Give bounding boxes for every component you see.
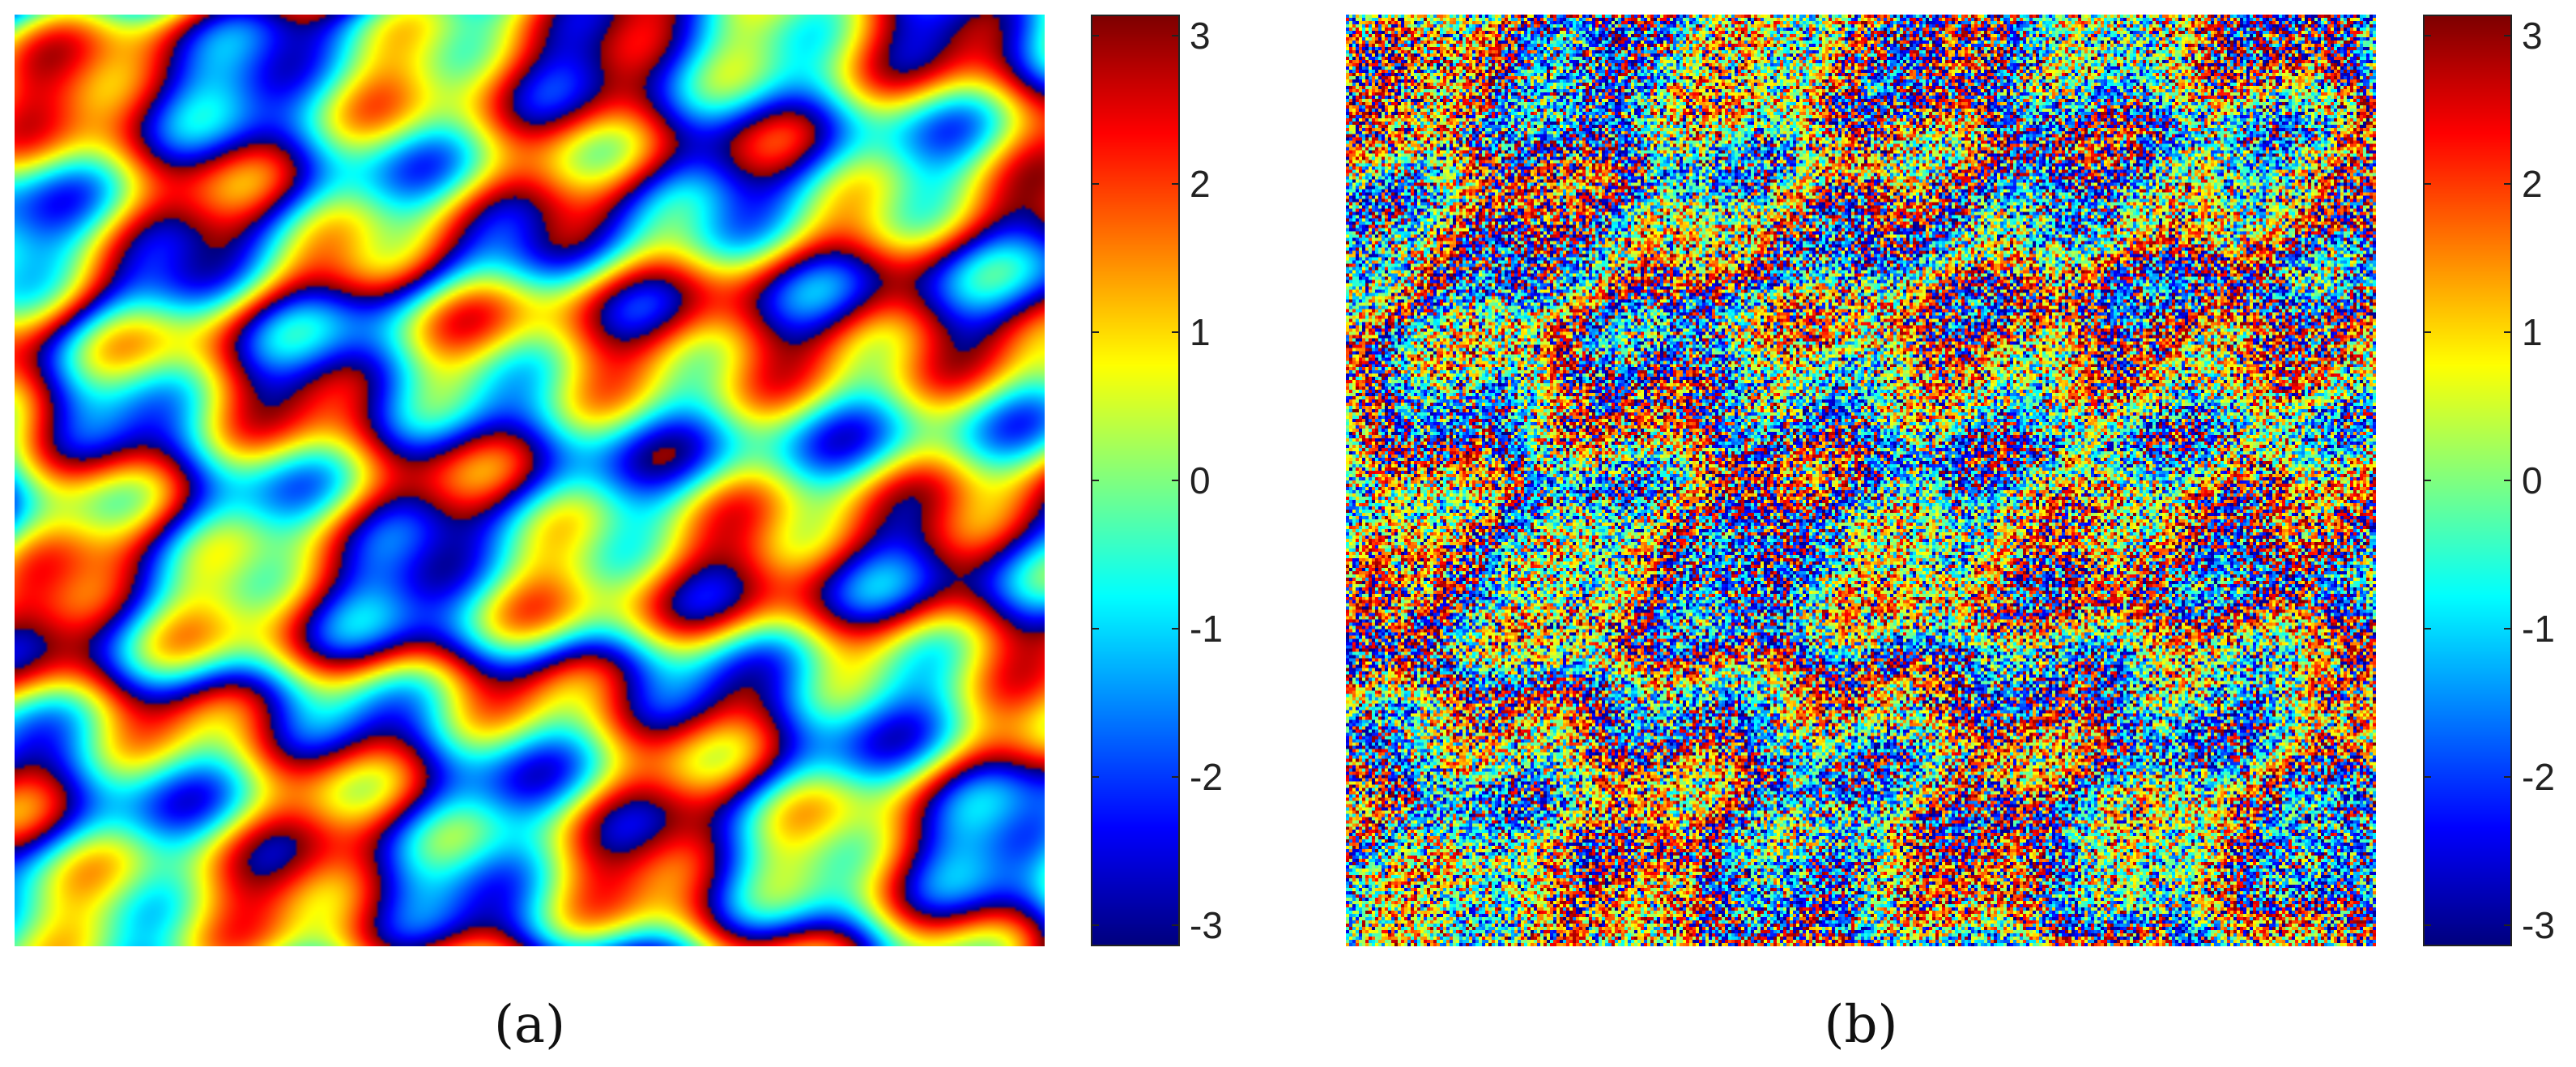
colorbar-tick-label: -3 bbox=[1190, 904, 1223, 947]
colorbar-tick-mark bbox=[2504, 628, 2512, 630]
colorbar-tick-mark bbox=[2504, 776, 2512, 779]
colorbar-tick-mark bbox=[2423, 776, 2431, 779]
colorbar-tick-mark bbox=[1172, 480, 1180, 481]
colorbar-tick-mark bbox=[2504, 34, 2512, 36]
colorbar-tick-label: 1 bbox=[1190, 310, 1211, 353]
colorbar-tick-label: -3 bbox=[2522, 904, 2555, 947]
colorbar-tick-mark bbox=[1172, 776, 1180, 779]
colorbar-tick-mark bbox=[1091, 34, 1099, 36]
colorbar-b: 3 2 1 0 -1 -2 -3 bbox=[2423, 15, 2555, 946]
colorbar-tick-mark bbox=[2504, 924, 2512, 927]
colorbar-tick-label: 0 bbox=[1190, 459, 1211, 501]
phase-heatmap-b bbox=[1346, 15, 2376, 946]
colorbar-tick-mark bbox=[2423, 182, 2431, 185]
colorbar-tick-mark bbox=[1172, 924, 1180, 927]
colorbar-tick-mark bbox=[2504, 182, 2512, 185]
panel-b: 3 2 1 0 -1 -2 -3 (b) bbox=[1288, 0, 2576, 1067]
colorbar-tick-label: -2 bbox=[1190, 756, 1223, 799]
colorbar-tick-mark bbox=[2423, 480, 2431, 481]
colorbar-tick-mark bbox=[1172, 628, 1180, 630]
colorbar-tick-label: 1 bbox=[2522, 310, 2543, 353]
colorbar-tick-mark bbox=[1172, 34, 1180, 36]
colorbar-tick-mark bbox=[1172, 182, 1180, 185]
colorbar-tick-mark bbox=[1091, 628, 1099, 630]
phase-heatmap-a bbox=[15, 15, 1045, 946]
colorbar-tick-label: -2 bbox=[2522, 756, 2555, 799]
colorbar-tick-label: 2 bbox=[2522, 162, 2543, 205]
colorbar-tick-mark bbox=[1091, 776, 1099, 779]
panel-a: 3 2 1 0 -1 -2 -3 (a) bbox=[15, 15, 1223, 1055]
colorbar-tick-mark bbox=[2423, 628, 2431, 630]
colorbar-tick-mark bbox=[1091, 924, 1099, 927]
panel-label-a: (a) bbox=[493, 995, 566, 1055]
colorbar-tick-label: -1 bbox=[2522, 608, 2555, 651]
colorbar-tick-label: -1 bbox=[1190, 608, 1223, 651]
colorbar-tick-mark bbox=[1091, 331, 1099, 333]
colorbar-tick-mark bbox=[2504, 480, 2512, 481]
colorbar-tick-label: 3 bbox=[1190, 14, 1211, 57]
colorbar-tick-label: 2 bbox=[1190, 162, 1211, 205]
colorbar-tick-mark bbox=[1091, 480, 1099, 481]
colorbar-a: 3 2 1 0 -1 -2 -3 bbox=[1091, 15, 1223, 946]
colorbar-tick-mark bbox=[2423, 331, 2431, 333]
colorbar-tick-mark bbox=[2504, 331, 2512, 333]
colorbar-tick-mark bbox=[2423, 34, 2431, 36]
colorbar-tick-label: 3 bbox=[2522, 14, 2543, 57]
colorbar-gradient-a bbox=[1091, 15, 1180, 946]
colorbar-tick-mark bbox=[1172, 331, 1180, 333]
colorbar-gradient-b bbox=[2423, 15, 2512, 946]
colorbar-tick-mark bbox=[1091, 182, 1099, 185]
panel-label-b: (b) bbox=[1824, 995, 1898, 1055]
colorbar-tick-mark bbox=[2423, 924, 2431, 927]
colorbar-tick-label: 0 bbox=[2522, 459, 2543, 501]
